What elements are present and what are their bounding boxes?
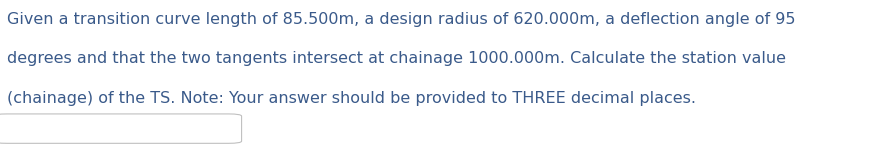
Text: Given a transition curve length of 85.500m, a design radius of 620.000m, a defle: Given a transition curve length of 85.50… <box>7 12 795 27</box>
Text: (chainage) of the TS. Note: Your answer should be provided to THREE decimal plac: (chainage) of the TS. Note: Your answer … <box>7 91 696 106</box>
Text: degrees and that the two tangents intersect at chainage 1000.000m. Calculate the: degrees and that the two tangents inters… <box>7 51 786 66</box>
FancyBboxPatch shape <box>0 114 242 143</box>
